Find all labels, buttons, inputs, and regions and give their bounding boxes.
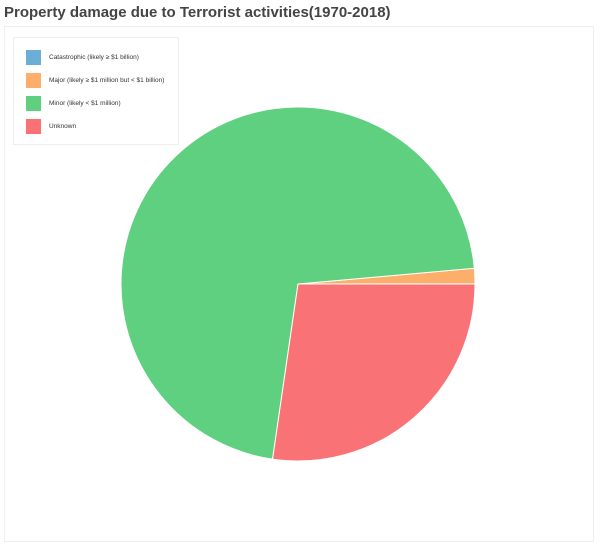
legend-label-major: Major (likely ≥ $1 million but < $1 bill… <box>49 76 165 84</box>
chart-title: Property damage due to Terrorist activit… <box>4 4 391 21</box>
legend-item-unknown[interactable]: Unknown <box>26 118 76 134</box>
legend-swatch-major <box>26 72 41 88</box>
legend-label-unknown: Unknown <box>49 122 77 130</box>
legend-swatch-minor <box>26 95 41 111</box>
legend-item-major[interactable]: Major (likely ≥ $1 million but < $1 bill… <box>26 72 164 88</box>
legend-swatch-catastrophic <box>26 49 41 65</box>
pie-slice-minor[interactable] <box>120 106 475 460</box>
chart-panel <box>4 26 594 542</box>
legend: Catastrophic (likely ≥ $1 billion) Major… <box>13 37 179 145</box>
legend-item-catastrophic[interactable]: Catastrophic (likely ≥ $1 billion) <box>26 49 139 65</box>
legend-item-minor[interactable]: Minor (likely < $1 million) <box>26 95 121 111</box>
pie-slice-unknown[interactable] <box>272 283 476 462</box>
legend-label-minor: Minor (likely < $1 million) <box>49 99 121 107</box>
legend-label-catastrophic: Catastrophic (likely ≥ $1 billion) <box>49 53 139 61</box>
legend-swatch-unknown <box>26 118 41 134</box>
